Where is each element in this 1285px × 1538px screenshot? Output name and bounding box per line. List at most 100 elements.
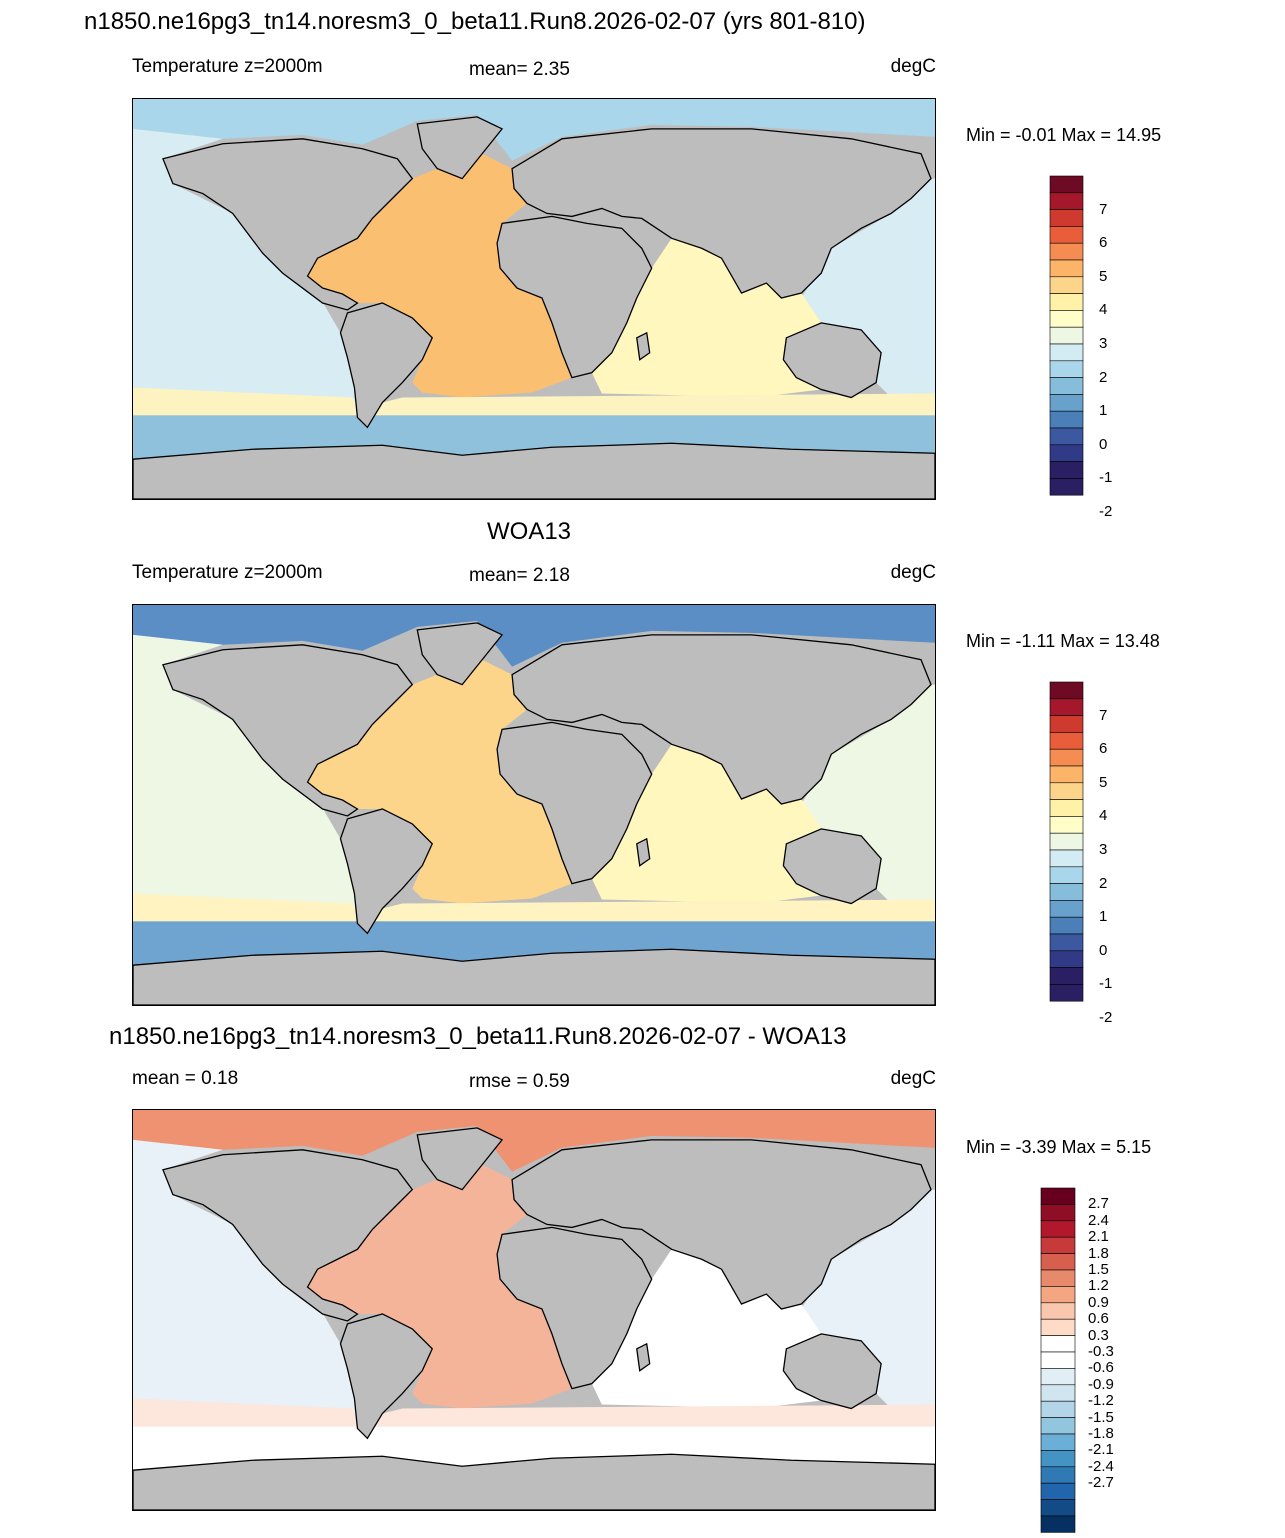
colorbar-label: 6 xyxy=(1099,234,1108,252)
colorbar-box xyxy=(1040,1515,1076,1533)
land-mass xyxy=(162,1149,414,1322)
panel-left-label: Temperature z=2000m xyxy=(132,56,323,77)
map-svg xyxy=(133,99,935,499)
panel-units: degC xyxy=(890,56,936,77)
colorbar-label: 0.3 xyxy=(1088,1326,1109,1344)
colorbar-label: -0.3 xyxy=(1088,1343,1114,1360)
ocean-indian xyxy=(591,238,822,396)
colorbar-box xyxy=(1049,276,1084,294)
land-mass xyxy=(782,828,882,905)
colorbar-label: -1.5 xyxy=(1088,1408,1114,1426)
colorbar-box xyxy=(1040,1318,1076,1336)
colorbar-box xyxy=(1049,175,1084,194)
colorbar-box xyxy=(1049,377,1084,395)
ocean-arctic xyxy=(133,99,935,161)
colorbar xyxy=(1049,681,1084,1007)
colorbar-label: 2 xyxy=(1099,874,1108,892)
colorbar-box xyxy=(1049,293,1084,311)
colorbar-box xyxy=(1049,984,1084,1002)
colorbar-box xyxy=(1040,1351,1076,1369)
colorbar-box xyxy=(1040,1384,1076,1402)
panel-center-label: mean= 2.18 xyxy=(469,565,570,586)
colorbar-box xyxy=(1040,1253,1076,1271)
colorbar-label: -1 xyxy=(1099,469,1113,487)
colorbar-box xyxy=(1040,1499,1076,1517)
ocean-southern-band xyxy=(133,387,935,428)
land-mass xyxy=(339,808,434,935)
colorbar-box xyxy=(1040,1433,1076,1451)
ocean-indian xyxy=(591,1249,822,1407)
colorbar-box xyxy=(1040,1204,1076,1222)
colorbar-box xyxy=(1049,226,1084,244)
colorbar-box xyxy=(1040,1482,1076,1500)
colorbar-box xyxy=(1040,1335,1076,1353)
colorbar-box xyxy=(1049,461,1084,479)
colorbar-box xyxy=(1049,209,1084,227)
colorbar-label: 2.1 xyxy=(1088,1228,1109,1246)
colorbar-label: -2.1 xyxy=(1088,1441,1114,1459)
panel-center-label: mean= 2.35 xyxy=(469,59,570,80)
colorbar-box xyxy=(1049,916,1084,935)
colorbar-box xyxy=(1049,950,1084,968)
colorbar-label: 5 xyxy=(1099,267,1108,285)
colorbar-label: 0 xyxy=(1099,941,1108,959)
colorbar-label: -0.9 xyxy=(1088,1375,1114,1393)
colorbar-label: -1 xyxy=(1099,975,1113,993)
colorbar-label: -1.2 xyxy=(1088,1392,1114,1410)
colorbar-box xyxy=(1040,1269,1076,1287)
colorbar-label: -1.8 xyxy=(1088,1425,1114,1442)
map-model xyxy=(132,98,936,500)
colorbar-label: -2.7 xyxy=(1088,1474,1114,1492)
map-diff xyxy=(132,1109,936,1511)
ocean-arctic xyxy=(133,605,935,667)
colorbar-box xyxy=(1049,732,1084,750)
colorbar-label: -2 xyxy=(1099,503,1113,520)
colorbar-label: 0.9 xyxy=(1088,1293,1109,1311)
colorbar xyxy=(1049,175,1084,501)
ocean-pacific xyxy=(133,1139,935,1429)
colorbar-label: 5 xyxy=(1099,773,1108,791)
colorbar-box xyxy=(1049,765,1084,784)
panel-title: n1850.ne16pg3_tn14.noresm3_0_beta11.Run8… xyxy=(84,8,866,35)
colorbar-box xyxy=(1049,394,1084,412)
colorbar-svg xyxy=(1040,1187,1076,1533)
colorbar-box xyxy=(1040,1220,1076,1238)
colorbar-label: 1 xyxy=(1099,402,1108,420)
land-mass xyxy=(133,948,935,1005)
colorbar-box xyxy=(1049,866,1084,884)
land-mass xyxy=(416,622,504,686)
colorbar-label: 0.6 xyxy=(1088,1310,1109,1328)
colorbar-box xyxy=(1049,883,1084,901)
colorbar-label: 0 xyxy=(1099,435,1108,453)
land-mass xyxy=(162,644,414,817)
ocean-southern-band xyxy=(133,1398,935,1439)
colorbar-label: 1 xyxy=(1099,908,1108,926)
ocean-southern-ocean xyxy=(133,415,935,460)
land-mass xyxy=(416,116,504,180)
ocean-indian xyxy=(591,744,822,902)
colorbar-box xyxy=(1049,832,1084,851)
colorbar-box xyxy=(1049,900,1084,918)
colorbar-box xyxy=(1049,360,1084,378)
panel-center-label: rmse = 0.59 xyxy=(469,1071,570,1092)
colorbar-svg xyxy=(1049,681,1084,1002)
colorbar-box xyxy=(1049,748,1084,767)
colorbar-label: -2 xyxy=(1099,1009,1113,1026)
colorbar-box xyxy=(1049,326,1084,345)
colorbar-label: 3 xyxy=(1099,841,1108,858)
colorbar-label: 2.7 xyxy=(1088,1195,1109,1213)
panel-title: WOA13 xyxy=(487,518,572,545)
land-mass xyxy=(133,1453,935,1510)
panel-units: degC xyxy=(890,562,936,583)
colorbar-label: -2.4 xyxy=(1088,1457,1114,1475)
colorbar-label: 4 xyxy=(1099,301,1108,319)
land-mass xyxy=(416,1127,504,1191)
colorbar-box xyxy=(1049,698,1084,716)
min-max-label: Min = -3.39 Max = 5.15 xyxy=(966,1137,1152,1157)
colorbar-box xyxy=(1040,1302,1076,1320)
colorbar-box xyxy=(1049,259,1084,278)
ocean-atlantic xyxy=(307,1164,572,1409)
colorbar-label: 4 xyxy=(1099,807,1108,825)
colorbar-label: 7 xyxy=(1099,706,1108,724)
ocean-southern-ocean xyxy=(133,921,935,966)
